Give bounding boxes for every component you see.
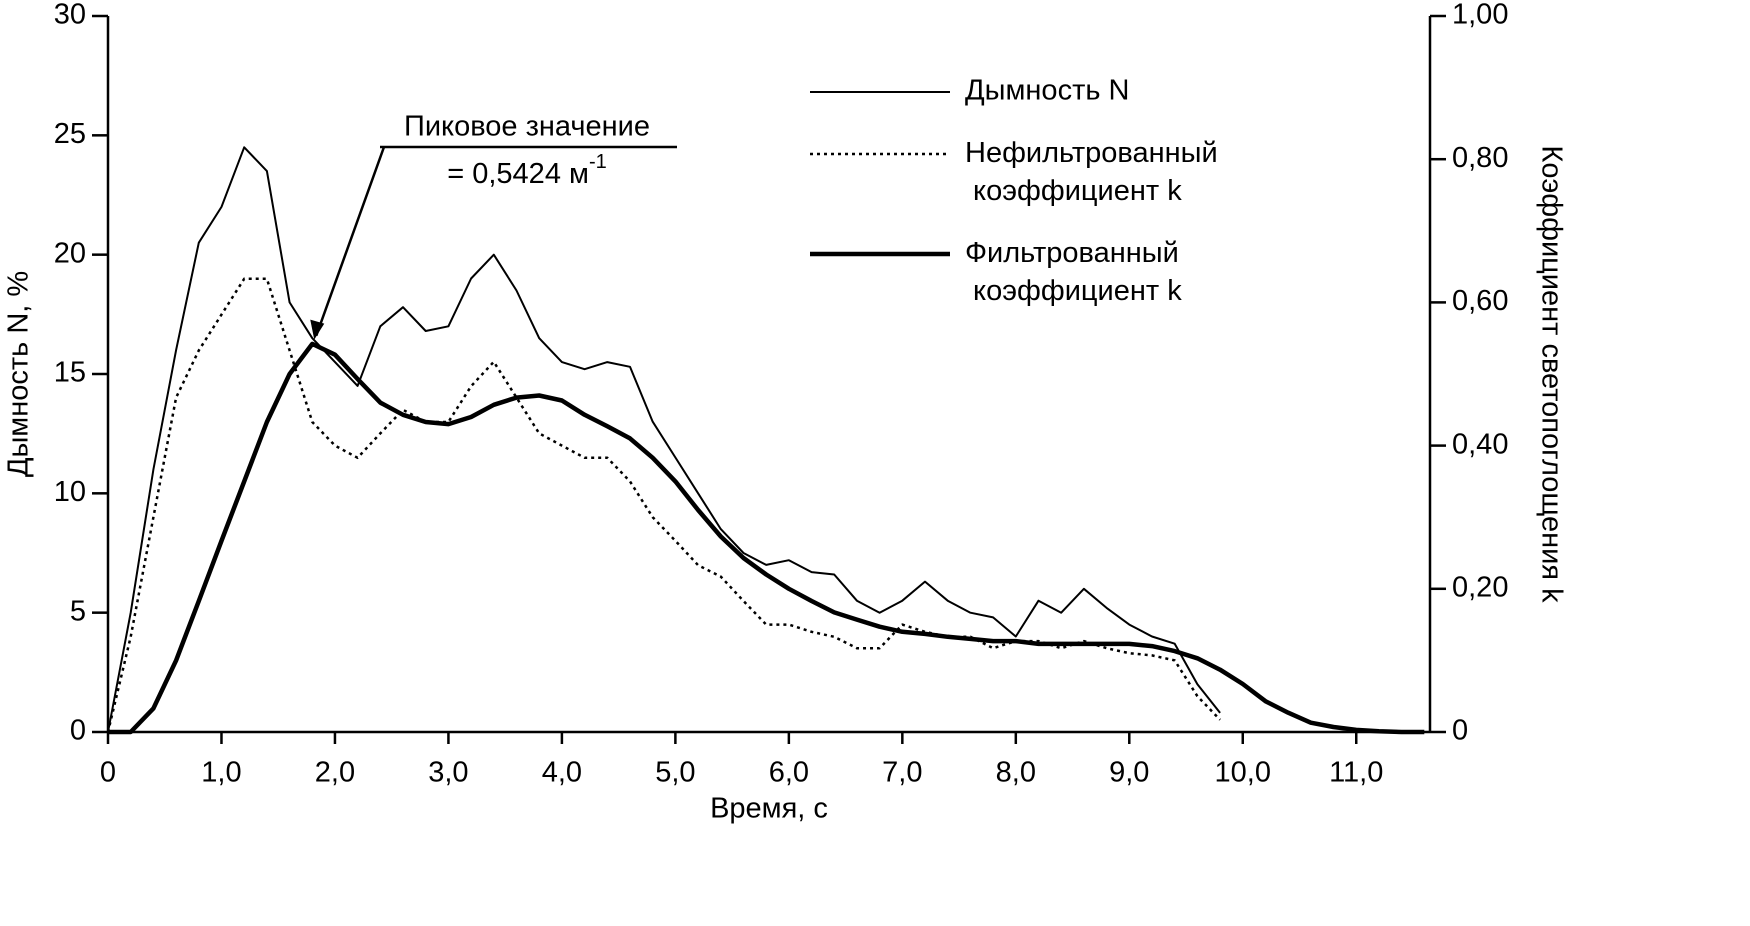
legend-label-line: коэффициент k (965, 275, 1182, 307)
y-axis-title: Дымность N, % (3, 271, 35, 477)
legend-label-line: Нефильтрованный (965, 137, 1218, 169)
series-line (107, 146, 1221, 733)
y-tick-label: 15 (54, 357, 86, 389)
y2-tick-label: 0,60 (1452, 285, 1508, 317)
x-tick-label: 8,0 (996, 757, 1036, 789)
y2-tick-label: 1,00 (1452, 0, 1508, 31)
x-tick-label: 10,0 (1215, 757, 1271, 789)
legend-label: Дымность N (965, 75, 1129, 107)
y-tick-label: 10 (54, 476, 86, 508)
y2-tick-label: 0 (1452, 715, 1468, 747)
annotation-value: = 0,5424 м-1 (447, 151, 606, 189)
y-tick-label: 30 (54, 0, 86, 31)
annotation-superscript: -1 (589, 151, 607, 173)
x-tick-label: 9,0 (1109, 757, 1149, 789)
y-tick-label: 25 (54, 118, 86, 150)
x-tick-label: 4,0 (542, 757, 582, 789)
annotation-value-text: = 0,5424 м (447, 158, 589, 190)
y-tick-label: 20 (54, 237, 86, 269)
x-axis-title: Время, с (710, 793, 828, 825)
y-tick-label: 5 (70, 595, 86, 627)
annotation-arrowhead (310, 319, 325, 340)
annotation-text: Пиковое значение (404, 111, 650, 143)
series-line (106, 277, 1222, 733)
y2-axis-title: Коэффициент светопоглощения k (1535, 145, 1567, 603)
x-tick-label: 0 (100, 757, 116, 789)
legend-label-line: коэффициент k (965, 175, 1182, 207)
x-tick-label: 11,0 (1329, 757, 1383, 789)
x-tick-label: 2,0 (315, 757, 355, 789)
x-tick-label: 7,0 (882, 757, 922, 789)
x-tick-label: 1,0 (201, 757, 241, 789)
legend-label: Фильтрованный коэффициент k (965, 237, 1182, 307)
x-tick-label: 3,0 (428, 757, 468, 789)
series-line (108, 341, 1425, 735)
y2-tick-label: 0,20 (1452, 571, 1508, 603)
x-tick-label: 6,0 (769, 757, 809, 789)
y-tick-label: 0 (70, 715, 86, 747)
y2-tick-label: 0,80 (1452, 142, 1508, 174)
x-tick-label: 5,0 (655, 757, 695, 789)
annotation-arrow (315, 146, 386, 337)
y2-tick-label: 0,40 (1452, 428, 1508, 460)
legend-label-line: Фильтрованный (965, 237, 1179, 269)
legend-label: Нефильтрованный коэффициент k (965, 137, 1218, 207)
